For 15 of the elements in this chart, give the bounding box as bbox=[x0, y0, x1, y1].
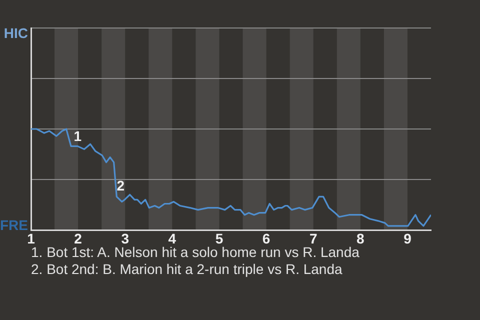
x-tick-label: 9 bbox=[404, 230, 412, 246]
x-tick-label: 7 bbox=[309, 230, 318, 246]
x-tick-label: 4 bbox=[168, 230, 176, 246]
text: FRE bbox=[0, 216, 28, 233]
x-tick-label: 5 bbox=[215, 230, 224, 246]
text: HIC bbox=[4, 24, 28, 41]
x-tick-label: 2 bbox=[74, 230, 82, 246]
x-tick-label: 6 bbox=[262, 230, 270, 246]
text: 1. Bot 1st: A. Nelson hit a solo home run vs R. Landa bbox=[31, 244, 360, 261]
annotation: 1 bbox=[74, 128, 82, 144]
x-tick-label: 8 bbox=[356, 230, 365, 246]
annotation: 2 bbox=[116, 178, 125, 194]
x-tick-label: 3 bbox=[121, 230, 130, 246]
x-tick-label: 1 bbox=[27, 230, 36, 246]
text: 2. Bot 2nd: B. Marion hit a 2-run triple vs R. Landa bbox=[31, 261, 344, 278]
